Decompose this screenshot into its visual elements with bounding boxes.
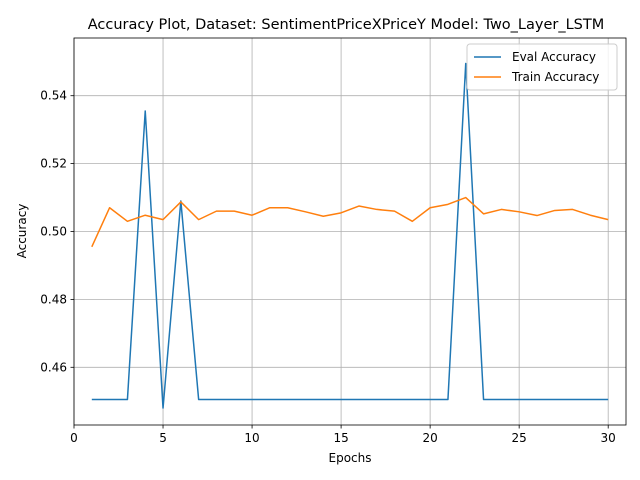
- x-tick-label: 30: [601, 431, 616, 445]
- eval-accuracy-line: [91, 62, 609, 409]
- x-axis-ticks: 0 5 10 15 20 25 30: [70, 425, 616, 445]
- y-tick-label: 0.48: [40, 292, 67, 306]
- grid-lines: [73, 38, 626, 425]
- series-layer: [91, 62, 609, 409]
- y-tick-label: 0.50: [40, 225, 67, 239]
- x-axis-label: Epochs: [329, 451, 372, 465]
- x-tick-label: 20: [422, 431, 437, 445]
- legend: Eval Accuracy Train Accuracy: [466, 43, 618, 91]
- y-tick-label: 0.46: [40, 360, 67, 374]
- eval-accuracy-legend-label: Eval Accuracy: [512, 50, 596, 64]
- y-axis-ticks: 0.46 0.48 0.50 0.52 0.54: [40, 89, 74, 374]
- x-tick-label: 15: [333, 431, 348, 445]
- legend-box: [466, 43, 618, 91]
- y-tick-label: 0.54: [40, 89, 67, 103]
- x-tick-label: 0: [70, 431, 78, 445]
- y-axis-label: Accuracy: [15, 204, 29, 259]
- y-tick-label: 0.52: [40, 157, 67, 171]
- chart-title: Accuracy Plot, Dataset: SentimentPriceXP…: [88, 17, 605, 33]
- x-tick-label: 25: [512, 431, 527, 445]
- train-accuracy-legend-label: Train Accuracy: [511, 70, 599, 84]
- x-tick-label: 10: [244, 431, 259, 445]
- train-accuracy-line: [91, 196, 609, 248]
- x-tick-label: 5: [159, 431, 167, 445]
